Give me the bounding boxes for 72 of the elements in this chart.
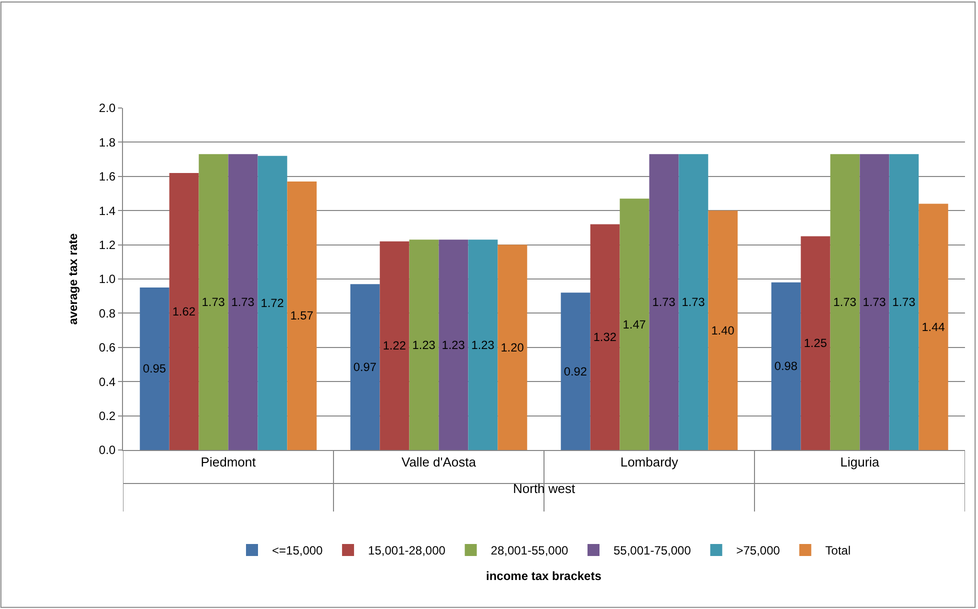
bar bbox=[140, 288, 170, 450]
y-tick-label: 1.8 bbox=[98, 135, 116, 150]
bar bbox=[468, 240, 498, 450]
data-label: 1.23 bbox=[412, 338, 436, 352]
x-tick-label: Lombardy bbox=[620, 454, 679, 470]
bar bbox=[258, 156, 288, 450]
data-label: 1.23 bbox=[471, 338, 495, 352]
data-label: 1.73 bbox=[231, 295, 255, 310]
data-label: 1.44 bbox=[922, 320, 946, 334]
text: North west bbox=[513, 481, 576, 496]
x-tick-label: Liguria bbox=[840, 454, 880, 470]
data-label: 0.97 bbox=[353, 360, 376, 374]
x-tick-label: Piedmont bbox=[200, 454, 256, 470]
legend-label: <=15,000 bbox=[272, 544, 324, 558]
data-label: 1.73 bbox=[833, 295, 857, 310]
data-label: 1.20 bbox=[500, 340, 524, 354]
bar bbox=[620, 198, 650, 450]
bar bbox=[771, 282, 801, 450]
legend-label: 15,001-28,000 bbox=[368, 544, 446, 558]
data-label: 0.92 bbox=[564, 364, 587, 378]
bar bbox=[438, 240, 468, 450]
bar bbox=[830, 154, 860, 450]
y-tick-label: 2.0 bbox=[98, 101, 116, 116]
data-label: 1.73 bbox=[682, 295, 706, 310]
bar bbox=[649, 154, 679, 450]
y-tick-label: 0.2 bbox=[98, 409, 116, 423]
data-label: 1.32 bbox=[593, 330, 616, 344]
data-label: 1.73 bbox=[202, 295, 226, 310]
data-label: 1.72 bbox=[260, 296, 284, 310]
data-label: 0.95 bbox=[142, 362, 166, 376]
bar bbox=[889, 154, 919, 450]
data-label: 1.40 bbox=[711, 323, 735, 338]
data-label: 1.57 bbox=[290, 308, 314, 323]
bar bbox=[708, 210, 738, 450]
bar bbox=[169, 172, 199, 450]
y-tick-label: 0.8 bbox=[98, 306, 116, 320]
legend-label: Total bbox=[825, 544, 851, 558]
y-tick-label: 1.4 bbox=[98, 204, 116, 218]
y-tick-label: 0.4 bbox=[98, 374, 116, 389]
y-tick-label: 0.0 bbox=[98, 443, 116, 458]
x-tick-label: Valle d'Aosta bbox=[401, 454, 477, 470]
legend-label: 55,001-75,000 bbox=[614, 544, 692, 558]
y-tick-label: 1.6 bbox=[98, 170, 116, 184]
bar bbox=[860, 154, 890, 450]
data-label: 1.23 bbox=[442, 338, 466, 352]
bar bbox=[380, 241, 410, 450]
bar bbox=[560, 292, 590, 450]
data-label: 1.73 bbox=[892, 295, 916, 310]
data-label: 1.22 bbox=[382, 338, 406, 353]
bar bbox=[409, 240, 439, 450]
y-axis-title: average tax rate bbox=[66, 232, 80, 325]
bar bbox=[678, 154, 708, 450]
data-label: 1.62 bbox=[172, 304, 196, 318]
bar bbox=[590, 224, 620, 450]
data-label: 1.47 bbox=[622, 317, 646, 332]
bar bbox=[198, 154, 228, 450]
data-label: 1.73 bbox=[862, 295, 886, 310]
bar bbox=[287, 182, 317, 450]
y-tick-label: 0.6 bbox=[98, 340, 116, 355]
legend-label: 28,001-55,000 bbox=[490, 544, 568, 558]
y-tick-label: 1.2 bbox=[98, 238, 116, 252]
data-label: 0.98 bbox=[774, 359, 798, 374]
bar bbox=[350, 284, 380, 450]
data-label: 1.73 bbox=[652, 295, 676, 310]
data-label: 1.25 bbox=[804, 336, 828, 350]
bar bbox=[498, 244, 528, 450]
y-tick-label: 1.0 bbox=[98, 272, 116, 286]
bar bbox=[918, 204, 948, 450]
bar bbox=[228, 154, 258, 450]
legend-label: >75,000 bbox=[736, 544, 780, 558]
text: income tax brackets bbox=[486, 569, 602, 583]
bar bbox=[800, 236, 830, 450]
